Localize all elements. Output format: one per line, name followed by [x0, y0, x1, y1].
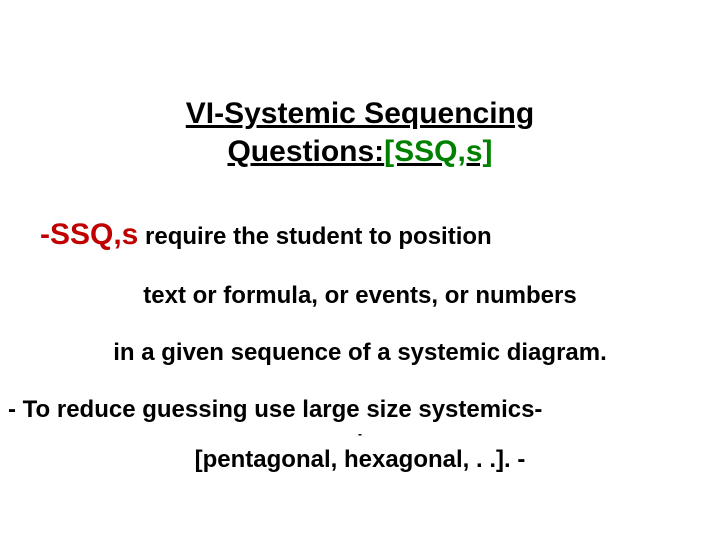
body-line-3: in a given sequence of a systemic diagra…: [0, 337, 720, 368]
body-line-1: -SSQ,s require the student to position: [0, 215, 720, 254]
slide-body: -SSQ,s require the student to position t…: [0, 215, 720, 475]
lead-prefix: -SSQ,s: [40, 218, 138, 251]
lead-rest: require the student to position: [138, 223, 491, 250]
body-line-2: text or formula, or events, or numbers: [0, 280, 720, 311]
title-line-1: VI-Systemic Sequencing: [186, 97, 534, 130]
body-line-5: [pentagonal, hexagonal, . .]. -: [0, 444, 720, 475]
body-line-4: - To reduce guessing use large size syst…: [0, 394, 720, 425]
title-line-2-prefix: Questions:: [227, 135, 384, 168]
slide-title: VI-Systemic Sequencing Questions:[SSQ,s]: [0, 95, 720, 170]
body-tiny-dash: -: [0, 428, 720, 440]
slide: VI-Systemic Sequencing Questions:[SSQ,s]…: [0, 0, 720, 540]
title-line-2-suffix: [SSQ,s]: [384, 135, 492, 168]
